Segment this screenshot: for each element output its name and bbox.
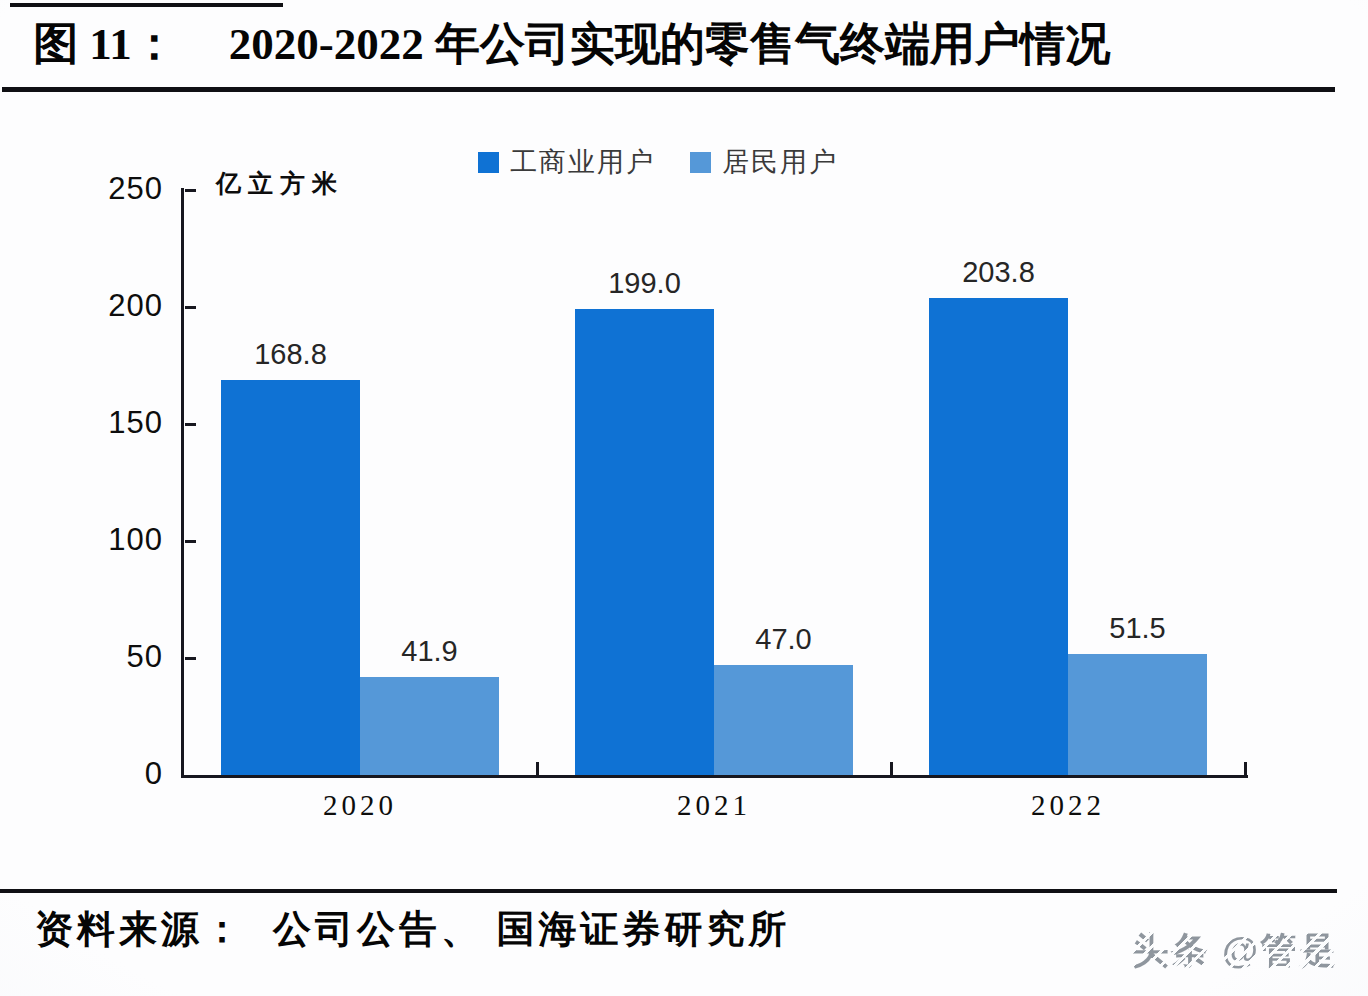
y-axis-tick <box>185 540 196 543</box>
value-label-居民用户-2020: 41.9 <box>340 635 520 668</box>
y-axis-tick-label: 200 <box>83 288 163 324</box>
value-label-工商业用户-2020: 168.8 <box>201 338 381 371</box>
y-axis-tick-label: 250 <box>83 171 163 207</box>
bar-居民用户-2022 <box>1068 654 1207 775</box>
y-axis-tick-label: 100 <box>83 522 163 558</box>
x-axis-label-2022: 2022 <box>958 789 1178 822</box>
y-axis-tick-label: 50 <box>83 639 163 675</box>
y-axis-line <box>181 188 184 778</box>
x-axis-label-2021: 2021 <box>604 789 824 822</box>
source-text: 资料来源： 公司公告、 国海证券研究所 <box>35 903 791 955</box>
bar-居民用户-2020 <box>360 677 499 775</box>
x-axis-tick <box>536 762 539 775</box>
y-axis-tick <box>185 306 196 309</box>
y-axis-tick <box>185 657 196 660</box>
x-axis-label-2020: 2020 <box>250 789 470 822</box>
value-label-居民用户-2022: 51.5 <box>1048 612 1228 645</box>
source-divider-line <box>0 889 1337 893</box>
value-label-工商业用户-2022: 203.8 <box>909 256 1089 289</box>
y-axis-tick <box>185 189 196 192</box>
watermark: 头条 @管是 <box>1132 926 1338 976</box>
y-axis-tick-label: 150 <box>83 405 163 441</box>
bar-居民用户-2021 <box>714 665 853 775</box>
source-prefix: 资料来源： <box>35 908 245 950</box>
x-axis-tick <box>1244 762 1247 775</box>
value-label-工商业用户-2021: 199.0 <box>555 267 735 300</box>
x-axis-line <box>181 775 1248 778</box>
source-body: 公司公告、 国海证券研究所 <box>273 908 791 950</box>
y-axis-tick <box>185 423 196 426</box>
bar-工商业用户-2021 <box>575 309 714 775</box>
y-axis-tick-label: 0 <box>83 756 163 792</box>
bar-工商业用户-2022 <box>929 298 1068 775</box>
bar-工商业用户-2020 <box>221 380 360 775</box>
bar-chart-plot-area: 0 50 100 150 200 250 168.8 41.9 2020 199.0 47.0 202… <box>0 0 1368 996</box>
x-axis-tick <box>890 762 893 775</box>
value-label-居民用户-2021: 47.0 <box>694 623 874 656</box>
figure-card: 图 11：2020-2022 年公司实现的零售气终端用户情况 工商业用户 居民用… <box>0 0 1368 996</box>
